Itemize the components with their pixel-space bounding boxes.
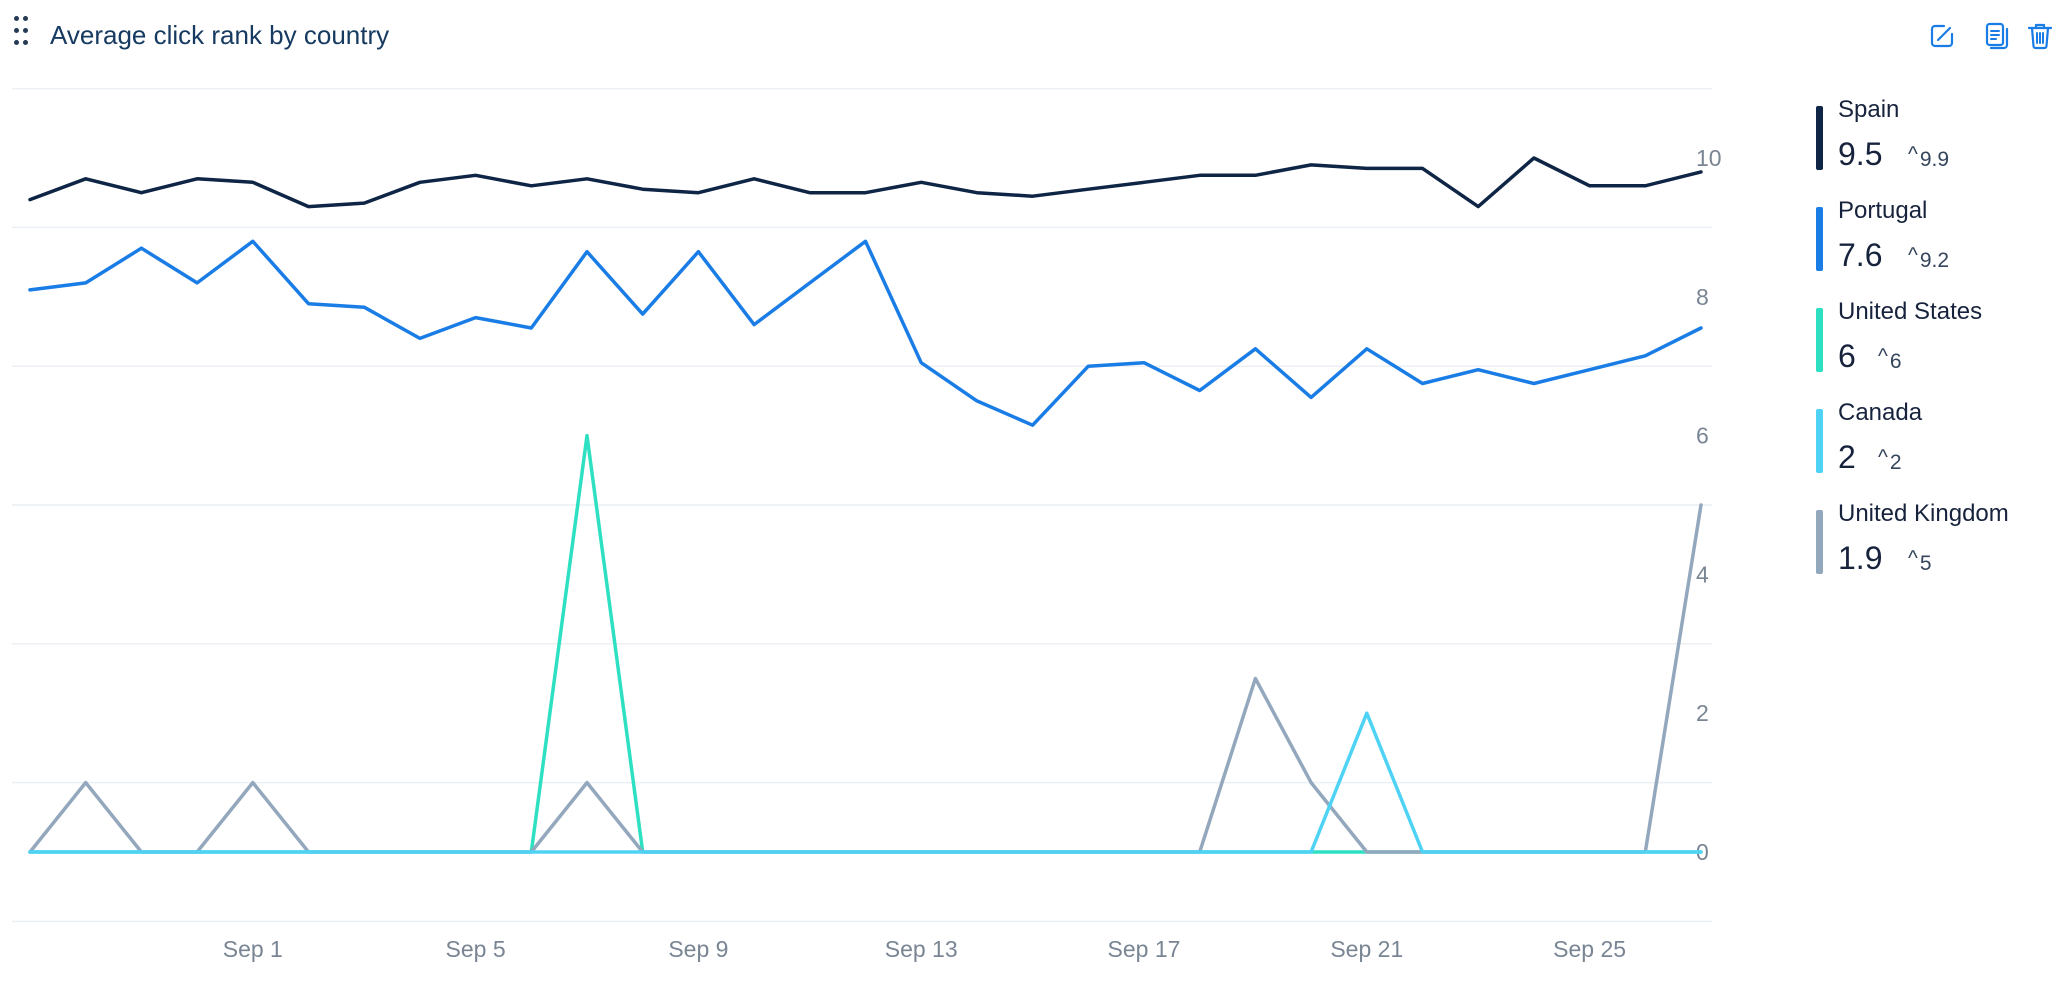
x-tick-label: Sep 17 xyxy=(1108,936,1181,962)
y-tick-label: 8 xyxy=(1696,284,1709,310)
legend-color-swatch xyxy=(1816,207,1823,271)
legend-series-value: 1.9 xyxy=(1838,540,1883,576)
legend-color-swatch xyxy=(1816,409,1823,473)
legend-item[interactable]: United States 6 ^6 xyxy=(1812,298,2052,399)
x-tick-label: Sep 9 xyxy=(668,936,728,962)
delete-button[interactable] xyxy=(2020,16,2060,56)
legend-peak: ^6 xyxy=(1878,345,1902,374)
y-tick-label: 6 xyxy=(1696,423,1709,449)
legend-peak: ^9.9 xyxy=(1908,143,1950,172)
legend-series-value: 7.6 xyxy=(1838,237,1883,273)
legend-color-swatch xyxy=(1816,106,1823,170)
legend-peak-value: 2 xyxy=(1889,451,1902,474)
trash-icon xyxy=(2027,23,2053,50)
legend-item[interactable]: Portugal 7.6 ^9.2 xyxy=(1812,197,2052,298)
y-tick-label: 4 xyxy=(1696,561,1709,587)
legend-item[interactable]: Spain 9.5 ^9.9 xyxy=(1812,96,2052,197)
y-tick-label: 10 xyxy=(1696,145,1722,171)
x-tick-label: Sep 25 xyxy=(1553,936,1626,962)
legend-peak: ^2 xyxy=(1878,446,1902,475)
legend-peak-value: 6 xyxy=(1889,350,1902,373)
series-line-spain xyxy=(28,156,1703,209)
legend-series-value: 9.5 xyxy=(1838,136,1883,172)
x-tick-label: Sep 13 xyxy=(885,936,958,962)
legend-item[interactable]: United Kingdom 1.9 ^5 xyxy=(1812,500,2052,601)
edit-icon xyxy=(1930,24,1954,48)
chart-legend: Spain 9.5 ^9.9 Portugal 7.6 ^9.2 United States… xyxy=(1812,96,2052,601)
x-tick-label: Sep 5 xyxy=(446,936,506,962)
widget-toolbar xyxy=(1900,16,2060,56)
peak-caret-icon: ^ xyxy=(1878,446,1888,469)
legend-color-swatch xyxy=(1816,510,1823,574)
legend-peak: ^9.2 xyxy=(1908,244,1950,273)
x-tick-label: Sep 21 xyxy=(1330,936,1403,962)
legend-peak: ^5 xyxy=(1908,547,1932,576)
series-line-canada xyxy=(28,711,1703,854)
y-tick-label: 2 xyxy=(1696,700,1709,726)
drag-handle-icon[interactable] xyxy=(12,14,32,50)
duplicate-button[interactable] xyxy=(1977,16,2017,56)
widget-title: Average click rank by country xyxy=(50,20,390,50)
legend-peak-value: 9.2 xyxy=(1919,249,1950,272)
peak-caret-icon: ^ xyxy=(1908,143,1918,166)
legend-peak-value: 5 xyxy=(1919,552,1932,575)
legend-series-name: United Kingdom xyxy=(1838,500,2009,527)
legend-color-swatch xyxy=(1816,308,1823,372)
series-line-united-kingdom xyxy=(28,503,1703,854)
widget-header: Average click rank by country xyxy=(0,0,2060,80)
peak-caret-icon: ^ xyxy=(1908,244,1918,267)
series-line-portugal xyxy=(28,239,1703,427)
legend-item[interactable]: Canada 2 ^2 xyxy=(1812,399,2052,500)
x-tick-label: Sep 1 xyxy=(223,936,283,962)
legend-series-name: Spain xyxy=(1838,96,1900,123)
legend-peak-value: 9.9 xyxy=(1919,148,1950,171)
legend-series-name: United States xyxy=(1838,298,1983,325)
edit-button[interactable] xyxy=(1922,16,1962,56)
legend-series-name: Portugal xyxy=(1838,197,1928,224)
peak-caret-icon: ^ xyxy=(1908,547,1918,570)
legend-series-value: 6 xyxy=(1838,338,1856,374)
duplicate-icon xyxy=(1985,22,2009,50)
peak-caret-icon: ^ xyxy=(1878,345,1888,368)
legend-series-value: 2 xyxy=(1838,439,1856,475)
legend-series-name: Canada xyxy=(1838,399,1923,426)
